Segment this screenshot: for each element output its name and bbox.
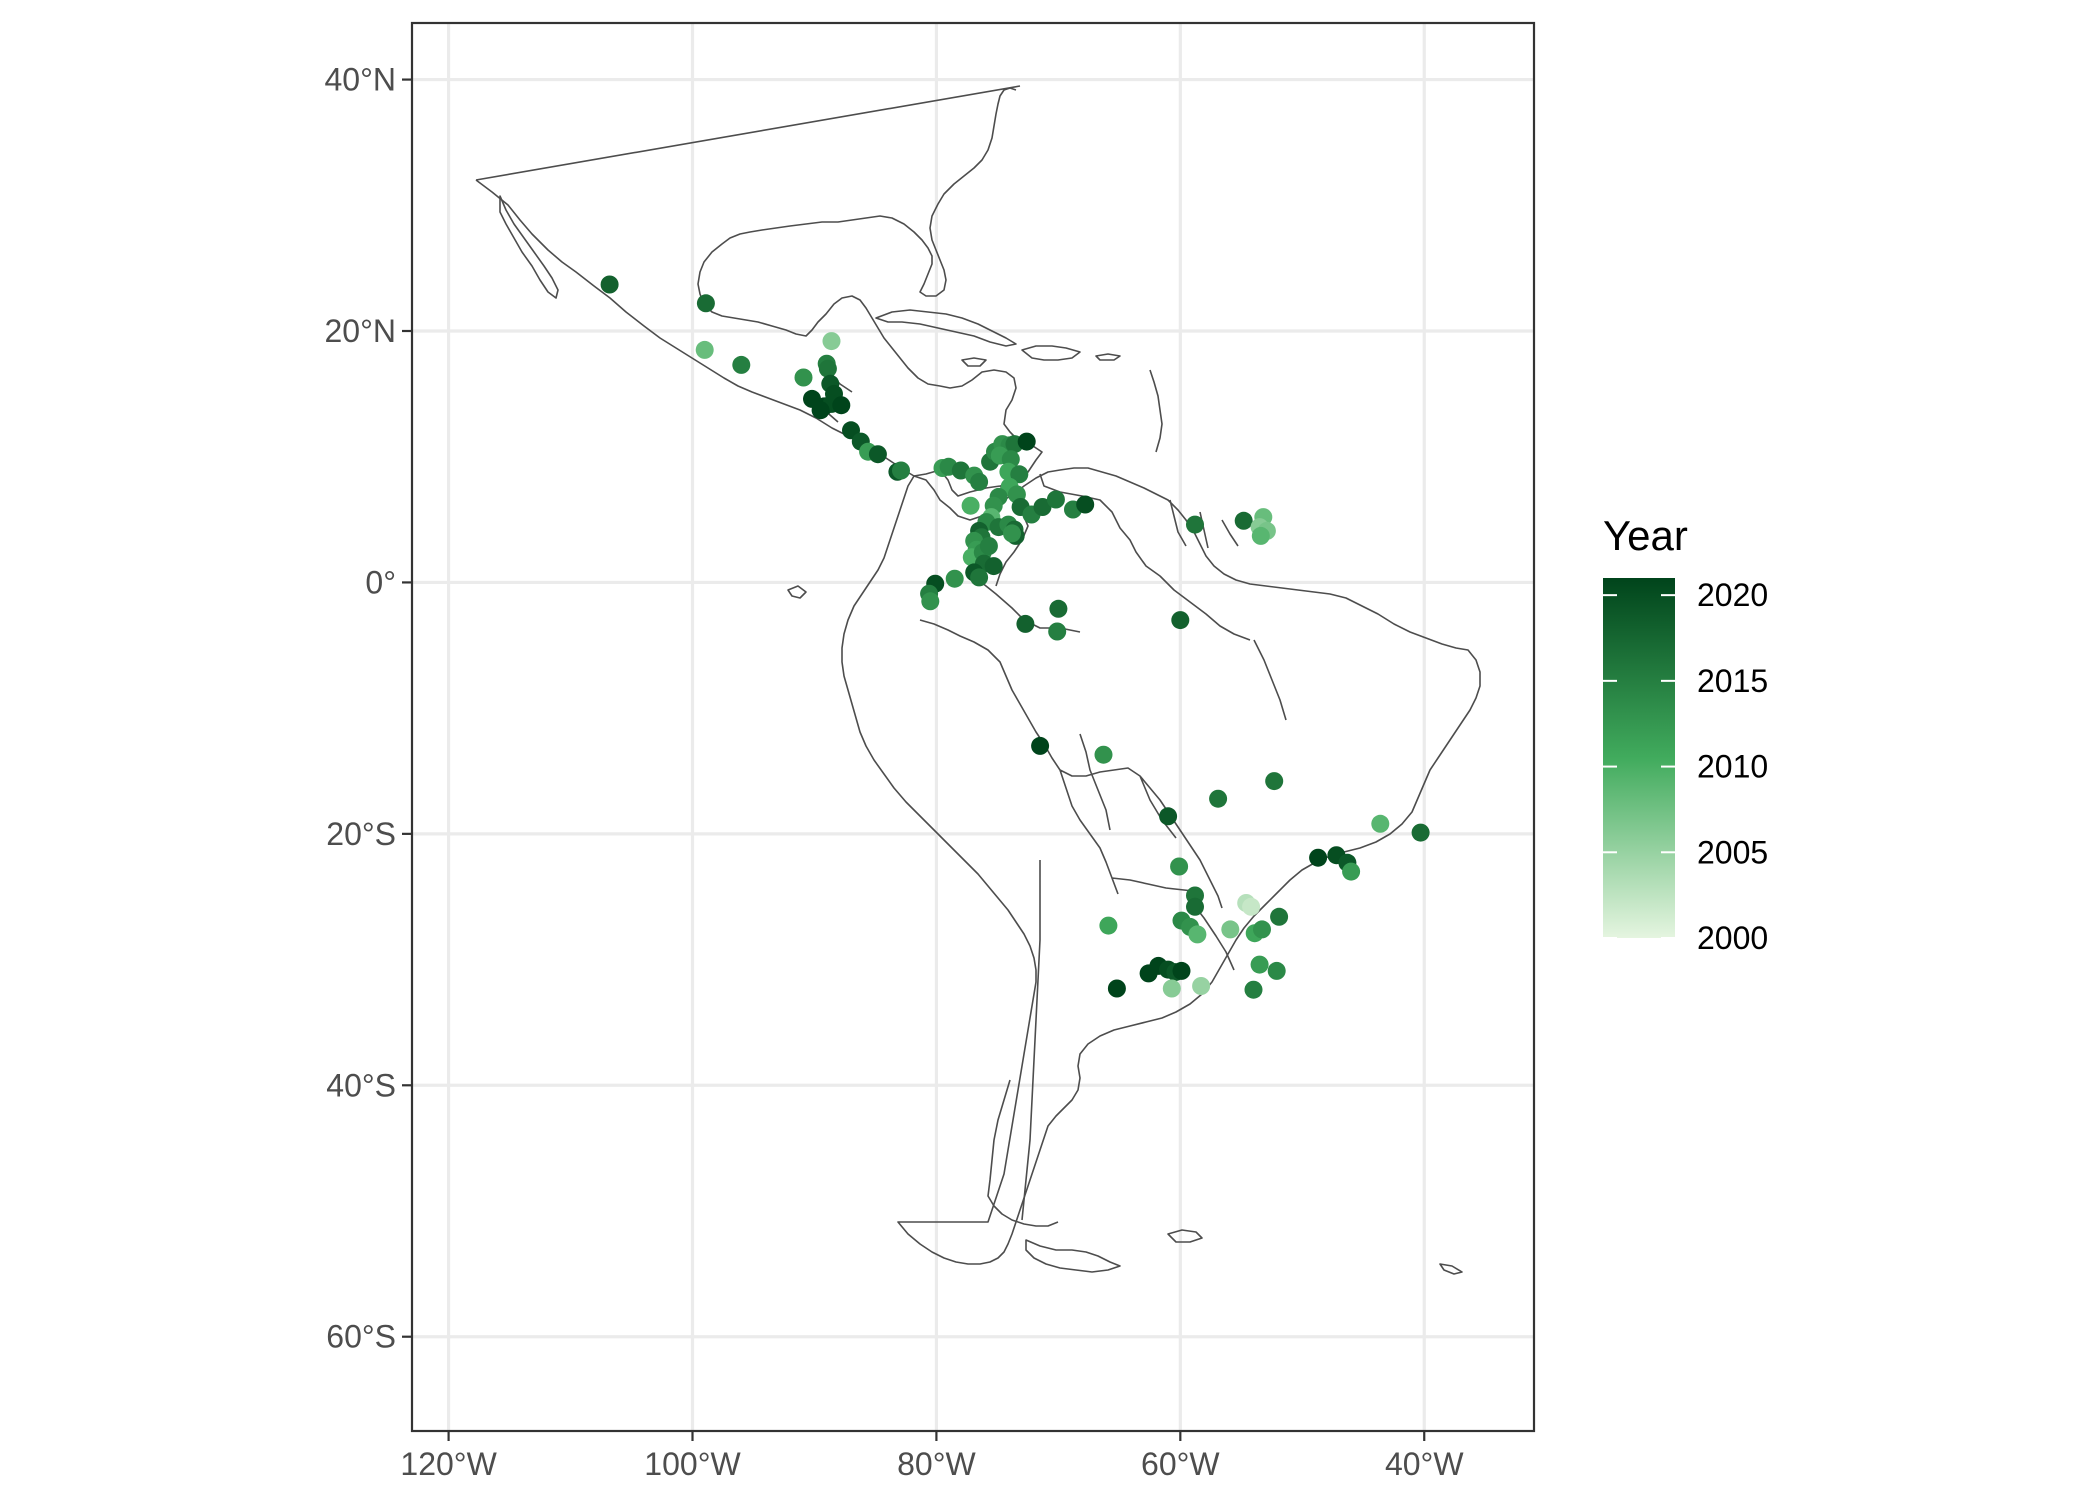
- site-point: [811, 401, 830, 420]
- gridlines: [412, 23, 1534, 1431]
- site-point: [868, 445, 887, 464]
- legend-tick-label: 2015: [1697, 663, 1768, 699]
- axis-ticks: [402, 78, 1426, 1441]
- site-point: [732, 355, 751, 374]
- site-point: [818, 359, 837, 378]
- site-point: [1188, 925, 1207, 944]
- legend-title: Year: [1603, 512, 1688, 559]
- site-point: [1094, 745, 1113, 764]
- site-point: [794, 368, 813, 387]
- site-point: [921, 592, 940, 611]
- site-point: [1048, 622, 1067, 641]
- falkland-islands: [1167, 1229, 1203, 1243]
- site-point: [600, 275, 619, 294]
- site-point: [696, 294, 715, 313]
- site-point: [892, 461, 910, 480]
- y-tick-label: 0°: [365, 564, 396, 600]
- site-point: [1046, 490, 1065, 509]
- lesser-antilles: [1149, 369, 1163, 453]
- y-tick-label: 40°N: [325, 62, 397, 98]
- site-point: [1003, 524, 1021, 543]
- site-point: [1411, 823, 1430, 842]
- legend-tick-label: 2010: [1697, 749, 1768, 785]
- legend-ticks: 2020 2015 2010 2005 2000: [1603, 577, 1768, 956]
- panel-background: [412, 23, 1534, 1431]
- site-point: [1251, 526, 1270, 545]
- site-point: [1172, 961, 1191, 980]
- year-legend: Year 2020 2015 2010 2005 2000: [1603, 512, 1768, 956]
- site-point: [1016, 614, 1035, 633]
- legend-colorbar: [1603, 578, 1675, 938]
- coastlines: [475, 85, 1481, 1275]
- north-america-coastline: [475, 87, 1043, 497]
- site-point: [1270, 907, 1289, 926]
- site-point: [1265, 772, 1284, 791]
- site-point: [1031, 736, 1050, 755]
- site-point: [984, 557, 1003, 576]
- y-tick-label: 20°N: [325, 313, 397, 349]
- site-point: [1267, 961, 1286, 980]
- legend-tick-label: 2005: [1697, 834, 1768, 870]
- site-point: [1234, 511, 1253, 530]
- site-point: [1209, 789, 1228, 808]
- site-point: [1049, 599, 1068, 618]
- site-point: [1170, 857, 1189, 876]
- jamaica: [961, 357, 987, 367]
- site-point: [1033, 498, 1052, 516]
- site-point: [1017, 432, 1036, 451]
- x-tick-label: 100°W: [644, 1446, 741, 1482]
- us-boundary-line: [475, 85, 1021, 181]
- site-point: [1371, 814, 1390, 833]
- site-point: [970, 568, 989, 587]
- site-point: [832, 396, 851, 415]
- baja-california: [499, 195, 559, 299]
- cuba: [875, 309, 1017, 347]
- x-axis-tick-labels: 120°W 100°W 80°W 60°W 40°W: [400, 1446, 1464, 1482]
- site-point: [1244, 980, 1263, 999]
- y-axis-tick-labels: 40°N 20°N 0° 20°S 40°S 60°S: [325, 62, 397, 1355]
- site-point: [1159, 807, 1178, 826]
- puerto-rico: [1095, 353, 1121, 361]
- site-point: [1342, 862, 1361, 881]
- site-point: [822, 332, 841, 351]
- site-point: [979, 537, 998, 555]
- south-georgia: [1439, 1263, 1463, 1275]
- site-point: [1076, 495, 1095, 514]
- site-point: [1309, 848, 1328, 867]
- site-point: [695, 340, 714, 359]
- site-point: [1253, 920, 1271, 939]
- x-tick-label: 40°W: [1385, 1446, 1464, 1482]
- southern-chile-coast: [987, 1079, 1059, 1227]
- site-point: [970, 472, 989, 491]
- panel-border: [410, 21, 1536, 1433]
- site-point: [1221, 920, 1240, 939]
- site-point: [1107, 979, 1126, 998]
- site-point: [1099, 916, 1118, 935]
- site-point: [1242, 897, 1261, 916]
- site-point: [1171, 611, 1190, 630]
- legend-tick-label: 2000: [1697, 920, 1768, 956]
- y-tick-label: 40°S: [326, 1067, 396, 1103]
- site-point: [961, 496, 980, 515]
- south-america-coastline: [841, 467, 1481, 1265]
- hispaniola: [1021, 345, 1081, 361]
- x-tick-label: 120°W: [400, 1446, 497, 1482]
- site-point: [1186, 515, 1204, 534]
- year-points: [600, 275, 1430, 999]
- x-tick-label: 80°W: [897, 1446, 976, 1482]
- y-tick-label: 20°S: [326, 816, 396, 852]
- galapagos-islands: [787, 585, 807, 599]
- y-tick-label: 60°S: [326, 1319, 396, 1355]
- tierra-del-fuego: [1025, 1239, 1121, 1273]
- legend-tick-label: 2020: [1697, 577, 1768, 613]
- site-point: [1162, 979, 1181, 998]
- site-point: [1010, 465, 1029, 484]
- site-point: [1186, 897, 1204, 916]
- site-point: [1192, 977, 1211, 995]
- x-tick-label: 60°W: [1141, 1446, 1220, 1482]
- site-point: [945, 569, 964, 588]
- site-point: [1250, 955, 1269, 974]
